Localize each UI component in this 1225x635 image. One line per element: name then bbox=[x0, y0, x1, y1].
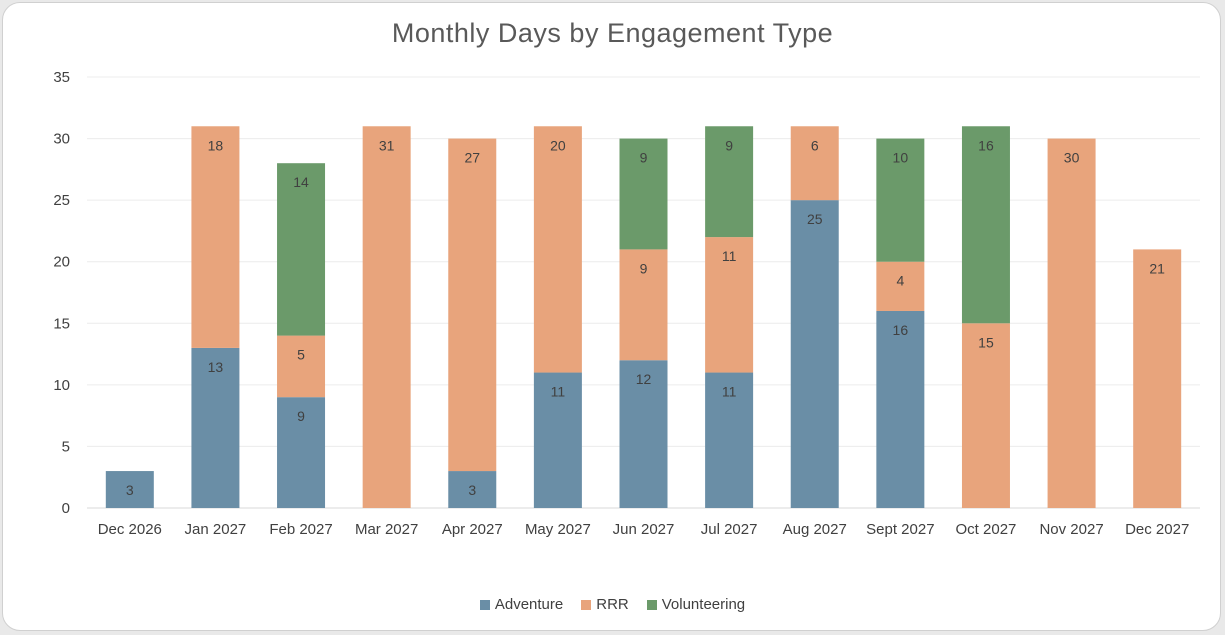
legend: Adventure RRR Volunteering bbox=[0, 596, 1225, 613]
bar-adventure bbox=[448, 471, 497, 508]
y-tick-label: 5 bbox=[62, 438, 70, 455]
legend-swatch bbox=[479, 599, 490, 610]
data-label: 20 bbox=[550, 137, 566, 153]
data-label: 13 bbox=[208, 359, 224, 375]
bar-volunteering bbox=[705, 126, 754, 238]
data-label: 3 bbox=[468, 482, 476, 498]
data-label: 30 bbox=[1064, 150, 1080, 166]
bar-adventure bbox=[105, 471, 154, 508]
legend-label: Volunteering bbox=[661, 596, 746, 613]
data-label: 9 bbox=[725, 137, 733, 153]
data-label: 9 bbox=[640, 260, 648, 276]
data-label: 14 bbox=[293, 174, 309, 190]
x-tick-label: Sept 2027 bbox=[866, 521, 934, 538]
data-label: 12 bbox=[636, 371, 652, 387]
x-tick-label: Apr 2027 bbox=[442, 521, 503, 538]
x-tick-label: Feb 2027 bbox=[269, 521, 332, 538]
y-tick-label: 0 bbox=[62, 500, 70, 517]
y-tick-label: 25 bbox=[53, 192, 70, 209]
legend-swatch bbox=[581, 599, 592, 610]
data-label: 16 bbox=[893, 322, 909, 338]
legend-item: Volunteering bbox=[646, 596, 746, 613]
data-label: 18 bbox=[208, 137, 224, 153]
data-label: 4 bbox=[896, 273, 904, 289]
x-tick-label: Dec 2026 bbox=[98, 521, 162, 538]
data-label: 15 bbox=[978, 334, 994, 350]
data-label: 25 bbox=[807, 211, 823, 227]
x-tick-label: Nov 2027 bbox=[1039, 521, 1103, 538]
bar-volunteering bbox=[277, 163, 326, 336]
bar-adventure bbox=[277, 397, 326, 508]
bar-adventure bbox=[191, 347, 240, 508]
x-tick-label: Mar 2027 bbox=[355, 521, 418, 538]
bar-adventure bbox=[705, 372, 754, 508]
data-label: 31 bbox=[379, 137, 395, 153]
data-label: 11 bbox=[551, 384, 566, 400]
x-tick-label: Jul 2027 bbox=[701, 521, 758, 538]
bar-rrr bbox=[961, 323, 1010, 508]
bar-volunteering bbox=[961, 126, 1010, 324]
x-tick-label: Jan 2027 bbox=[185, 521, 247, 538]
bar-rrr bbox=[277, 335, 326, 398]
y-tick-label: 10 bbox=[53, 377, 70, 394]
bar-rrr bbox=[619, 249, 668, 361]
data-label: 11 bbox=[722, 384, 737, 400]
legend-swatch bbox=[646, 599, 657, 610]
bar-adventure bbox=[619, 360, 668, 508]
bar-rrr bbox=[533, 126, 582, 373]
bar-rrr bbox=[448, 138, 497, 472]
bar-rrr bbox=[1047, 138, 1096, 509]
data-label: 11 bbox=[722, 248, 737, 264]
chart-title: Monthly Days by Engagement Type bbox=[391, 18, 834, 48]
data-label: 16 bbox=[978, 137, 994, 153]
data-label: 6 bbox=[811, 137, 819, 153]
data-label: 9 bbox=[640, 150, 648, 166]
legend-item: RRR bbox=[581, 596, 629, 613]
bar-adventure bbox=[876, 310, 925, 508]
x-tick-label: Jun 2027 bbox=[613, 521, 675, 538]
bar-rrr bbox=[1133, 249, 1182, 508]
x-tick-label: Oct 2027 bbox=[956, 521, 1017, 538]
bar-rrr bbox=[362, 126, 411, 508]
bar-volunteering bbox=[619, 138, 668, 250]
legend-label: Adventure bbox=[494, 596, 564, 613]
data-label: 5 bbox=[297, 347, 305, 363]
legend-item: Adventure bbox=[479, 596, 564, 613]
y-tick-label: 35 bbox=[53, 69, 70, 86]
x-tick-label: Dec 2027 bbox=[1125, 521, 1189, 538]
bar-rrr bbox=[790, 126, 839, 201]
bar-adventure bbox=[533, 372, 582, 508]
y-tick-label: 20 bbox=[53, 254, 70, 271]
y-tick-label: 15 bbox=[53, 315, 70, 332]
bar-adventure bbox=[790, 200, 839, 508]
bar-volunteering bbox=[876, 138, 925, 262]
data-label: 27 bbox=[464, 150, 480, 166]
data-label: 3 bbox=[126, 482, 134, 498]
y-tick-label: 30 bbox=[53, 131, 70, 148]
data-label: 9 bbox=[297, 408, 305, 424]
bar-rrr bbox=[191, 126, 240, 348]
x-tick-label: Aug 2027 bbox=[783, 521, 847, 538]
legend-label: RRR bbox=[596, 596, 629, 613]
bar-rrr bbox=[876, 261, 925, 311]
data-label: 21 bbox=[1149, 260, 1165, 276]
bar-rrr bbox=[705, 237, 754, 373]
data-label: 10 bbox=[893, 150, 909, 166]
x-tick-label: May 2027 bbox=[525, 521, 591, 538]
